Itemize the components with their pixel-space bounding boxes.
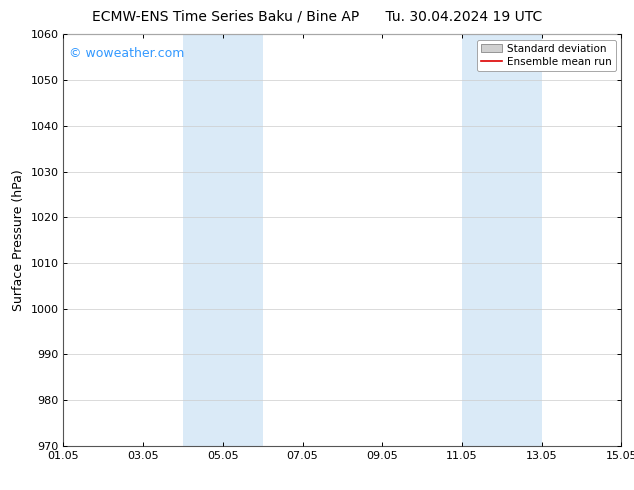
Bar <box>183 34 262 446</box>
Legend: Standard deviation, Ensemble mean run: Standard deviation, Ensemble mean run <box>477 40 616 71</box>
Text: ECMW-ENS Time Series Baku / Bine AP      Tu. 30.04.2024 19 UTC: ECMW-ENS Time Series Baku / Bine AP Tu. … <box>92 10 542 24</box>
Y-axis label: Surface Pressure (hPa): Surface Pressure (hPa) <box>12 169 25 311</box>
Text: © woweather.com: © woweather.com <box>69 47 184 60</box>
Bar <box>462 34 541 446</box>
